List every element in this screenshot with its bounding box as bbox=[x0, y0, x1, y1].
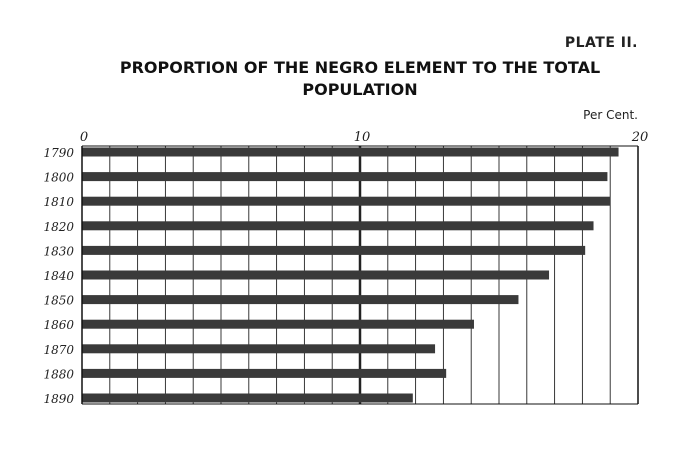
category-label-1880: 1880 bbox=[43, 367, 74, 381]
x-tick-label-20: 20 bbox=[631, 130, 649, 145]
bar-1790 bbox=[82, 147, 619, 157]
category-label-1860: 1860 bbox=[43, 318, 74, 332]
labels: 1790 1800 1810 1820 1830 1840 1850 1860 1870 1880… bbox=[43, 108, 648, 406]
bar-1880 bbox=[82, 368, 447, 378]
category-label-1800: 1800 bbox=[43, 171, 74, 185]
category-label-1790: 1790 bbox=[43, 146, 74, 160]
category-label-1810: 1810 bbox=[43, 195, 74, 209]
x-tick-label-0: 0 bbox=[80, 130, 88, 145]
bars bbox=[82, 147, 619, 403]
bar-1860 bbox=[82, 319, 474, 329]
axes bbox=[81, 145, 639, 405]
category-label-1890: 1890 bbox=[43, 392, 74, 406]
bar-1810 bbox=[82, 196, 611, 206]
bar-1870 bbox=[82, 344, 436, 354]
category-label-1840: 1840 bbox=[43, 269, 74, 283]
unit-label: Per Cent. bbox=[583, 108, 638, 122]
bar-1890 bbox=[82, 393, 413, 403]
category-label-1850: 1850 bbox=[43, 294, 74, 308]
bar-1850 bbox=[82, 295, 519, 305]
bar-1840 bbox=[82, 270, 550, 280]
x-tick-label-10: 10 bbox=[354, 130, 371, 145]
plate-number: PLATE II. bbox=[564, 35, 638, 51]
chart-title: PROPORTION OF THE NEGRO ELEMENT TO THE T… bbox=[0, 57, 676, 101]
chart-title-line-2: POPULATION bbox=[302, 80, 418, 99]
category-label-1820: 1820 bbox=[43, 220, 74, 234]
bar-1820 bbox=[82, 221, 594, 231]
chart-title-line-1: PROPORTION OF THE NEGRO ELEMENT TO THE T… bbox=[119, 58, 601, 77]
bar-1830 bbox=[82, 245, 586, 255]
category-label-1870: 1870 bbox=[43, 343, 74, 357]
bar-1800 bbox=[82, 172, 608, 182]
category-label-1830: 1830 bbox=[43, 244, 74, 258]
